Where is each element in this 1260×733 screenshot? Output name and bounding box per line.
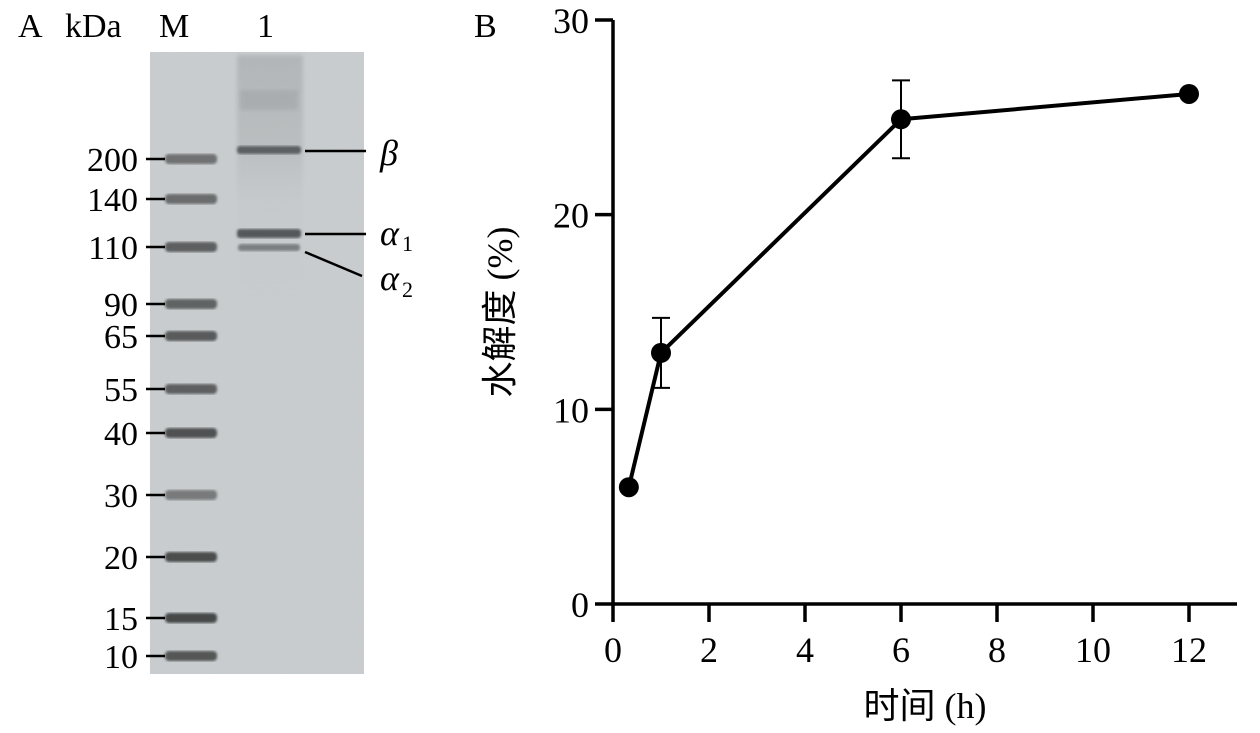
alpha1-subscript: 1 xyxy=(402,231,413,256)
marker-size-label: 40 xyxy=(104,416,138,453)
marker-band xyxy=(165,490,217,500)
marker-size-label: 30 xyxy=(104,478,138,515)
beta-label: β xyxy=(379,133,398,173)
y-tick-label: 0 xyxy=(571,585,589,625)
y-tick-label: 10 xyxy=(553,390,589,430)
marker-size-label: 15 xyxy=(104,601,138,638)
alpha2-pointer xyxy=(304,250,363,278)
marker-size-label: 90 xyxy=(104,287,138,324)
marker-lane xyxy=(165,154,217,661)
x-tick-label: 2 xyxy=(700,630,718,670)
marker-size-label: 65 xyxy=(104,319,138,356)
marker-band xyxy=(165,154,217,164)
x-tick-label: 4 xyxy=(796,630,814,670)
band-alpha1 xyxy=(237,229,301,238)
marker-size-label: 55 xyxy=(104,372,138,409)
marker-size-label: 140 xyxy=(87,182,138,219)
x-tick-label: 8 xyxy=(988,630,1006,670)
sample-lane xyxy=(237,146,301,251)
lane-label-sample: 1 xyxy=(257,8,274,45)
marker-band xyxy=(165,651,217,661)
unit-label: kDa xyxy=(65,8,122,45)
panel-b: B 0 10 20 30 0 2 4 6 8 10 12 时间 (h) 水解度 (%) xyxy=(474,1,1237,726)
x-tick-label: 10 xyxy=(1075,630,1111,670)
marker-band xyxy=(165,299,217,309)
marker-band xyxy=(165,384,217,394)
data-point xyxy=(651,342,671,363)
data-point xyxy=(1179,83,1199,104)
marker-band xyxy=(165,552,217,562)
marker-size-label: 200 xyxy=(87,142,138,179)
x-tick-label: 12 xyxy=(1171,630,1207,670)
x-tick-label: 0 xyxy=(604,630,622,670)
hydrolysis-chart: 0 10 20 30 0 2 4 6 8 10 12 时间 (h) 水解度 (%) xyxy=(480,1,1237,726)
gel-image xyxy=(150,52,364,674)
marker-size-label: 110 xyxy=(88,230,138,267)
panel-a-label: A xyxy=(18,8,43,45)
y-tick-label: 20 xyxy=(553,196,589,236)
lane-label-marker: M xyxy=(159,8,189,45)
marker-band xyxy=(165,613,217,623)
x-tick-label: 6 xyxy=(892,630,910,670)
marker-band xyxy=(165,428,217,438)
x-axis-label: 时间 (h) xyxy=(864,686,987,726)
band-beta xyxy=(237,146,301,154)
y-tick-label: 30 xyxy=(553,1,589,41)
marker-band xyxy=(165,242,217,252)
marker-size-label: 20 xyxy=(104,540,138,577)
smear-top xyxy=(240,90,298,110)
data-point xyxy=(891,109,911,130)
series-line xyxy=(626,91,1190,488)
marker-band xyxy=(165,331,217,341)
panel-b-label: B xyxy=(474,8,497,45)
marker-band xyxy=(165,194,217,204)
band-alpha2 xyxy=(238,244,300,251)
alpha2-label: α xyxy=(380,258,400,298)
alpha1-label: α xyxy=(380,213,400,253)
y-axis-label: 水解度 (%) xyxy=(480,227,520,398)
marker-size-label: 10 xyxy=(104,639,138,676)
data-point xyxy=(618,477,639,498)
alpha2-subscript: 2 xyxy=(402,277,413,302)
